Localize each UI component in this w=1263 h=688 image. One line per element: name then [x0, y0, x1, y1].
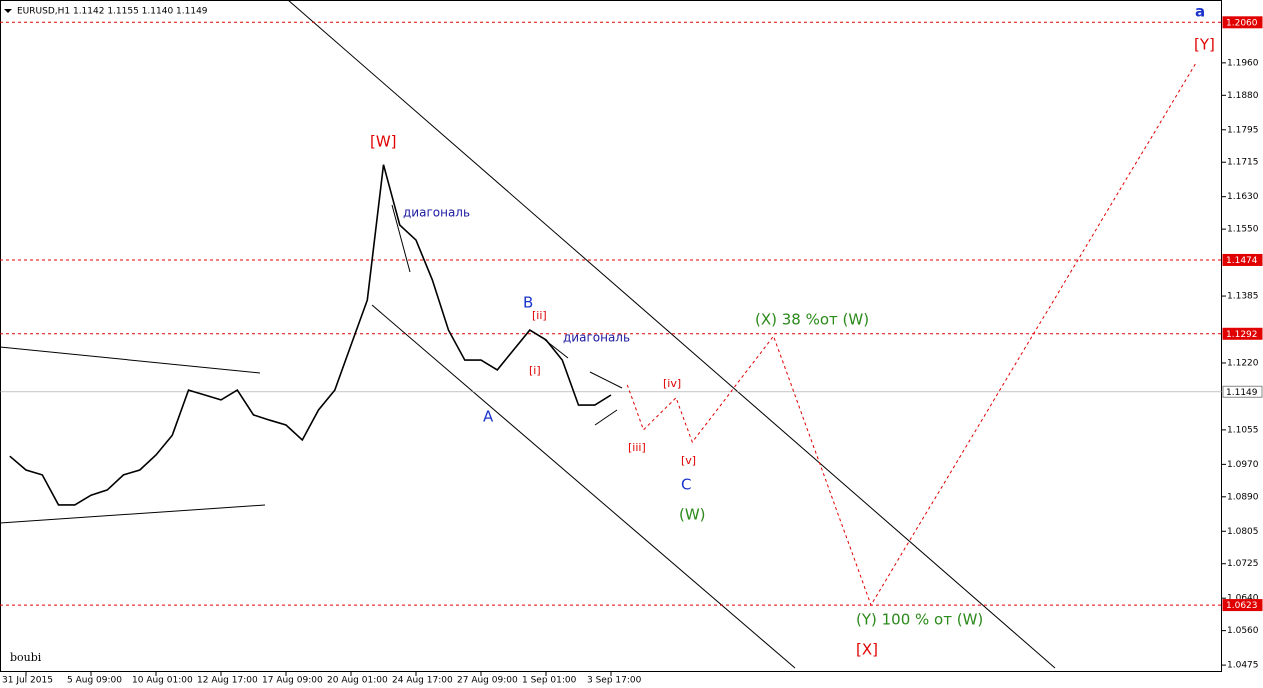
price-box-label: 1.1292 [1226, 330, 1258, 340]
wave-label: a [1195, 3, 1205, 21]
marks [0, 21, 1222, 607]
x-tick-label: 5 Aug 09:00 [67, 676, 122, 686]
price-box [1222, 16, 1263, 29]
wave-label: [W] [370, 133, 397, 151]
y-tick-label: 1.0640 [1227, 594, 1259, 604]
menu-arrow [4, 9, 12, 13]
x-tick-label: 10 Aug 01:00 [132, 676, 193, 686]
series-line [626, 62, 1197, 607]
triangle-line [589, 371, 623, 389]
x-tick-label: 20 Aug 01:00 [327, 676, 388, 686]
price-box [1222, 253, 1263, 266]
price-box-label: 1.1149 [1226, 388, 1258, 398]
wave-label: диагональ [403, 206, 470, 220]
y-tick-label: 1.1220 [1227, 358, 1259, 368]
y-tick-label: 1.1550 [1227, 225, 1259, 235]
wave-label: [iii] [628, 441, 646, 454]
price-box [1222, 599, 1263, 612]
channel-line [371, 304, 796, 669]
wave-label: C [681, 476, 691, 494]
wave-label: [v] [681, 454, 696, 467]
y-tick-label: 1.1715 [1227, 158, 1259, 168]
x-tick-label: 17 Aug 09:00 [262, 676, 323, 686]
y-tick-label: 1.1385 [1227, 292, 1259, 302]
x-tick-label: 3 Sep 17:00 [587, 676, 642, 686]
y-tick-label: 1.1630 [1227, 192, 1259, 202]
wave-label: [Y] [1194, 36, 1215, 54]
y-tick-label: 1.0560 [1227, 626, 1259, 636]
triangle-line [594, 409, 618, 426]
x-tick-label: 12 Aug 17:00 [197, 676, 258, 686]
trend-line [0, 504, 266, 524]
y-tick-label: 1.1960 [1227, 58, 1259, 68]
y-tick-label: 1.0890 [1227, 492, 1259, 502]
wave-label: B [523, 294, 533, 312]
channel-line [287, 0, 1056, 669]
wave-label: (W) [679, 506, 706, 524]
x-tick-label: 31 Jul 2015 [2, 676, 53, 686]
y-tick-label: 1.1795 [1227, 125, 1259, 135]
wave-label: [ii] [532, 309, 547, 322]
author: boubi [10, 651, 42, 664]
price-box-label: 1.2060 [1226, 18, 1258, 28]
price-box [1222, 385, 1263, 398]
wave-label: [X] [856, 641, 878, 659]
y-tick-label: 1.1880 [1227, 91, 1259, 101]
plot-frame [0, 0, 1222, 672]
x-tick-label: 27 Aug 09:00 [457, 676, 518, 686]
y-tick-label: 1.1055 [1227, 425, 1259, 435]
y-tick-label: 1.0725 [1227, 559, 1259, 569]
y-tick-label: 1.0970 [1227, 460, 1259, 470]
y-tick-label: 1.0475 [1227, 661, 1259, 671]
price-box-label: 1.1474 [1226, 256, 1258, 266]
wave-label: диагональ [563, 331, 630, 345]
chart-title: EURUSD,H1 1.1142 1.1155 1.1140 1.1149 [17, 7, 208, 17]
y-tick-label: 1.0805 [1227, 527, 1259, 537]
wave-label: A [483, 408, 494, 426]
diagonal-line [391, 204, 411, 273]
x-tick-label: 24 Aug 17:00 [392, 676, 453, 686]
wave-label: [iv] [663, 377, 681, 390]
wave-label: (Y) 100 % от (W) [856, 611, 983, 629]
series-line [9, 164, 612, 506]
wave-label: (X) 38 %от (W) [755, 311, 869, 329]
x-tick-label: 1 Sep 01:00 [522, 676, 577, 686]
wave-label: [i] [529, 364, 541, 377]
price-box-label: 1.0623 [1226, 601, 1258, 611]
trend-line [0, 346, 261, 374]
price-box [1222, 327, 1263, 340]
